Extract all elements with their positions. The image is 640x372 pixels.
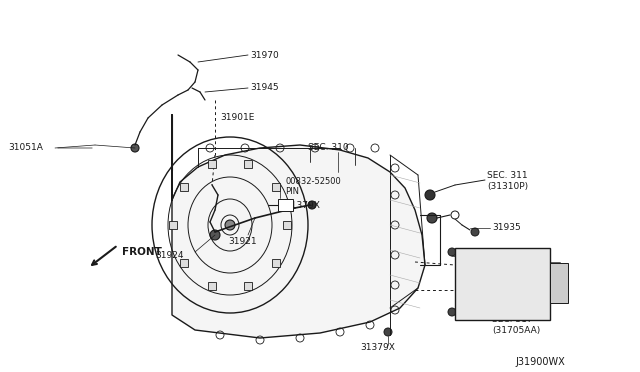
Text: (31705AA): (31705AA)	[492, 326, 540, 334]
Text: 31379X: 31379X	[360, 343, 395, 353]
Bar	[272, 183, 280, 191]
Text: 31943E: 31943E	[492, 304, 526, 312]
Circle shape	[131, 144, 139, 152]
Bar	[283, 221, 291, 229]
Text: PIN: PIN	[285, 187, 299, 196]
Text: 31901E: 31901E	[220, 113, 254, 122]
Circle shape	[308, 201, 316, 209]
Text: SEC. 310: SEC. 310	[308, 144, 349, 153]
Text: SEC. 317: SEC. 317	[495, 253, 536, 263]
Text: 31921: 31921	[228, 237, 257, 247]
Text: 31379X: 31379X	[285, 201, 320, 209]
Polygon shape	[172, 115, 425, 338]
Bar	[244, 282, 252, 290]
Bar	[272, 259, 280, 267]
Circle shape	[448, 308, 456, 316]
Circle shape	[471, 228, 479, 236]
Text: SEC. 317: SEC. 317	[492, 315, 532, 324]
Bar	[278, 199, 293, 211]
Text: (31310P): (31310P)	[487, 182, 528, 190]
Text: 31935: 31935	[492, 224, 521, 232]
Bar	[180, 259, 188, 267]
Text: 31924: 31924	[155, 250, 184, 260]
Bar	[209, 160, 216, 168]
Circle shape	[225, 220, 235, 230]
Text: 31051A: 31051A	[8, 144, 43, 153]
Text: 00832-52500: 00832-52500	[285, 177, 340, 186]
Circle shape	[425, 190, 435, 200]
Text: J31900WX: J31900WX	[515, 357, 565, 367]
Circle shape	[427, 213, 437, 223]
Bar	[455, 248, 550, 320]
Circle shape	[448, 248, 456, 256]
Bar	[180, 183, 188, 191]
Text: FRONT: FRONT	[122, 247, 162, 257]
Text: SEC. 311: SEC. 311	[487, 171, 527, 180]
Bar	[244, 160, 252, 168]
Text: 31970: 31970	[250, 51, 279, 60]
Text: (31705): (31705)	[495, 263, 531, 273]
Text: 31945: 31945	[250, 83, 278, 93]
Bar	[550, 263, 568, 303]
Bar	[209, 282, 216, 290]
Bar	[169, 221, 177, 229]
Circle shape	[210, 230, 220, 240]
Circle shape	[384, 328, 392, 336]
